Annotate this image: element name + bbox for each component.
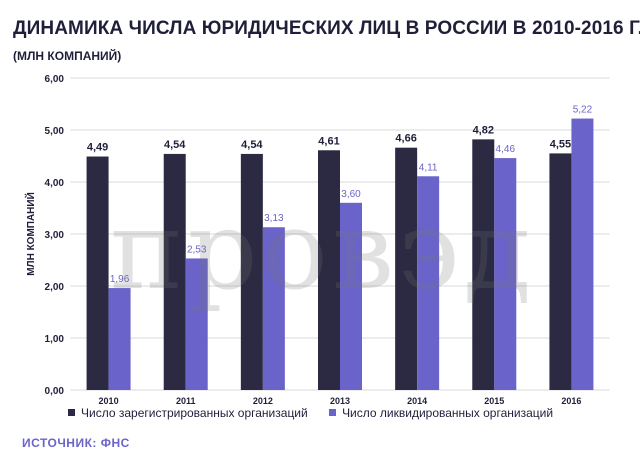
data-label-liquidated: 3,13 [264, 213, 284, 224]
bar-liquidated [108, 288, 131, 390]
y-tick-label: 1,00 [45, 334, 65, 345]
y-tick-label: 2,00 [45, 282, 65, 293]
bar-registered [549, 153, 572, 390]
legend-swatch-liquidated [329, 409, 337, 416]
y-tick-label: 6,00 [45, 74, 65, 85]
bar-liquidated [494, 158, 517, 390]
data-label-liquidated: 5,22 [573, 105, 593, 116]
x-tick-label: 2015 [484, 396, 504, 406]
bar-liquidated [571, 118, 594, 390]
y-tick-label: 3,00 [45, 230, 65, 241]
bar-liquidated [340, 202, 362, 390]
y-axis-label: МЛН КОМПАНИЙ [24, 192, 37, 276]
bar-liquidated [262, 227, 285, 390]
data-label-liquidated: 4,11 [419, 162, 438, 173]
x-tick-label: 2013 [330, 396, 350, 406]
legend: Число зарегистрированных организаций Чис… [68, 405, 571, 420]
y-tick-label: 5,00 [45, 126, 65, 137]
chart-title: ДИНАМИКА ЧИСЛА ЮРИДИЧЕСКИХ ЛИЦ В РОССИИ … [13, 18, 640, 39]
x-tick-label: 2016 [561, 396, 581, 406]
x-tick-label: 2014 [407, 396, 427, 406]
data-label-registered: 4,54 [241, 139, 263, 151]
data-label-registered: 4,55 [550, 138, 571, 150]
x-tick-label: 2012 [253, 396, 273, 406]
y-tick-label: 0,00 [45, 386, 65, 397]
legend-item-registered: Число зарегистрированных организаций [68, 406, 308, 420]
y-tick-label: 4,00 [45, 178, 65, 189]
bar-registered [318, 150, 340, 390]
data-label-registered: 4,49 [87, 142, 108, 154]
legend-label-registered: Число зарегистрированных организаций [81, 405, 308, 420]
data-label-liquidated: 3,60 [341, 189, 361, 200]
bar-registered [163, 153, 186, 390]
bar-registered [86, 156, 109, 390]
data-label-registered: 4,82 [473, 124, 494, 136]
bar-liquidated [185, 258, 208, 390]
data-label-liquidated: 4,46 [496, 144, 516, 155]
legend-swatch-registered [68, 409, 75, 416]
data-label-liquidated: 1,96 [110, 274, 130, 285]
source-note: ИСТОЧНИК: ФНС [22, 436, 130, 450]
bar-registered [240, 153, 263, 390]
data-label-registered: 4,54 [164, 139, 186, 151]
bar-registered [395, 147, 418, 390]
data-label-registered: 4,61 [318, 135, 339, 147]
data-label-registered: 4,66 [395, 133, 416, 145]
bar-registered [472, 139, 495, 390]
legend-item-liquidated: Число ликвидированных организаций [329, 406, 553, 420]
x-tick-label: 2010 [99, 396, 119, 406]
legend-label-liquidated: Число ликвидированных организаций [342, 405, 554, 420]
bar-liquidated [417, 176, 440, 390]
data-label-liquidated: 2,53 [187, 244, 207, 255]
x-tick-label: 2011 [176, 396, 196, 406]
chart-subtitle: (МЛН КОМПАНИЙ) [13, 49, 122, 63]
